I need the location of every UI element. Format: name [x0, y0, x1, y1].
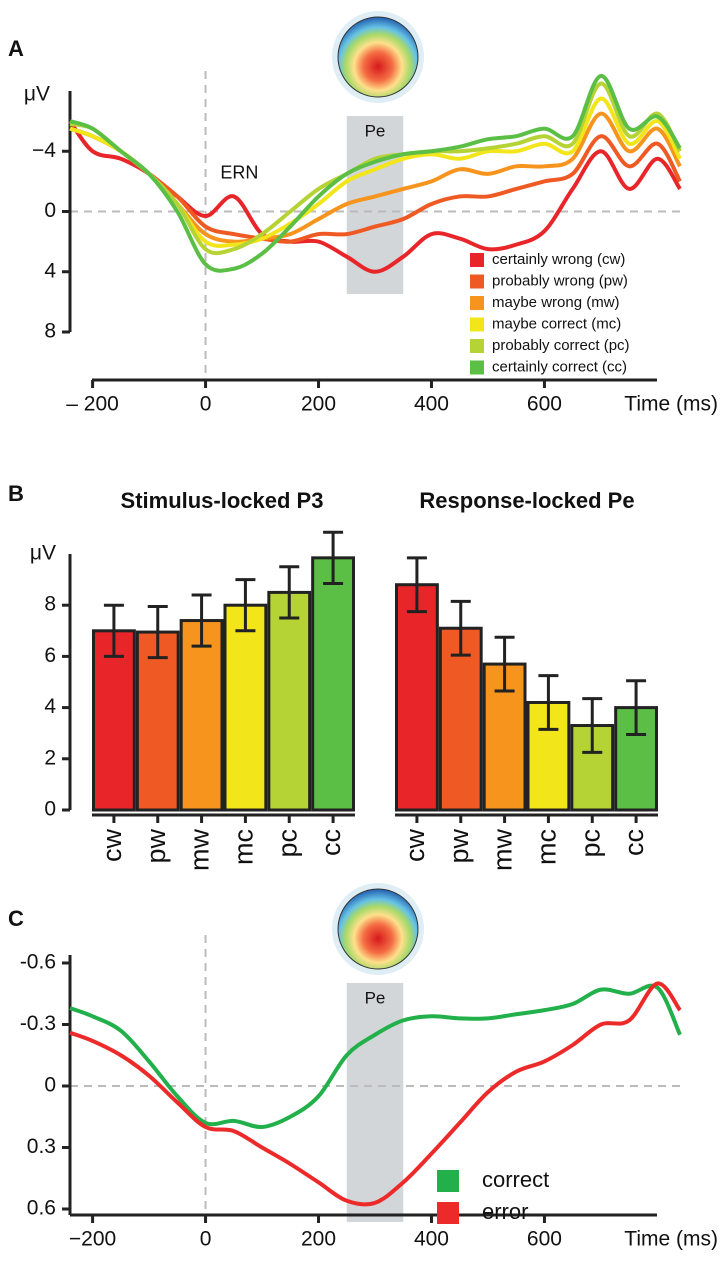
bar [92, 629, 136, 812]
error-bar [538, 674, 559, 731]
y-tick-label: 0 [44, 798, 56, 821]
y-tick-label: 6 [44, 644, 56, 667]
legend-label: certainly correct (cc) [492, 358, 627, 375]
x-tick-label: 400 [414, 393, 449, 416]
legend-label: maybe correct (mc) [492, 315, 621, 332]
error-bar [582, 697, 603, 754]
error-bar [626, 679, 647, 736]
legend-swatch [437, 1170, 459, 1192]
topomap-a [332, 11, 424, 103]
x-tick-label: pc [575, 829, 605, 858]
x-tick-label: 200 [301, 1228, 336, 1251]
x-tick-label: 0 [200, 393, 212, 416]
series-line [69, 981, 682, 1207]
x-tick-label: mc [229, 829, 259, 865]
y-tick-label: -0.3 [20, 1012, 56, 1035]
y-axis-label: μV [30, 542, 56, 565]
y-tick-label: 0.3 [27, 1135, 56, 1158]
y-tick-label: 0.6 [27, 1197, 56, 1220]
legend-label: maybe wrong (mw) [492, 294, 620, 311]
x-tick-label: 600 [527, 1228, 562, 1251]
legend-swatch [470, 296, 484, 310]
x-tick-label: pw [444, 828, 474, 863]
topomap-c [332, 883, 424, 975]
error-bar [494, 635, 515, 693]
series-line [69, 81, 682, 256]
error-bar [191, 593, 212, 648]
x-tick-label: 600 [527, 393, 562, 416]
x-tick-label: cw [400, 829, 430, 863]
error-bar [103, 603, 124, 658]
x-axis-label: Time (ms) [624, 393, 718, 416]
legend-swatch [470, 317, 484, 332]
x-axis-label: Time (ms) [624, 1228, 718, 1251]
bar [482, 662, 527, 812]
bar [179, 619, 224, 812]
series-line [69, 983, 682, 1130]
shade-label: Pe [365, 121, 386, 140]
x-tick-label: mw [185, 829, 215, 871]
error-bar [235, 578, 256, 633]
x-tick-label: mc [532, 829, 562, 865]
shade-label: Pe [365, 988, 386, 1007]
bar [311, 556, 355, 812]
y-tick-label: 4 [44, 259, 56, 282]
error-bar [406, 556, 427, 614]
x-tick-label: 400 [414, 1228, 449, 1251]
x-tick-label: cc [619, 829, 649, 856]
error-bar [147, 604, 168, 660]
legend-label: error [482, 1199, 528, 1224]
chart-title: Response-locked Pe [419, 488, 634, 513]
legend-label: correct [482, 1167, 549, 1192]
bar [570, 724, 615, 812]
panel-letter: B [8, 481, 24, 506]
x-tick-label: cc [316, 829, 346, 856]
y-tick-label: 2 [44, 746, 56, 769]
legend-swatch [437, 1202, 459, 1224]
shaded-window [346, 116, 404, 294]
x-tick-label: pw [141, 828, 171, 863]
series-line [69, 126, 682, 244]
error-bar [279, 565, 300, 620]
bar [223, 603, 268, 812]
error-bar [450, 599, 471, 657]
y-tick-label: 4 [44, 695, 56, 718]
legend-label: probably correct (pc) [492, 337, 630, 354]
bar [267, 590, 312, 812]
x-tick-label: cw [97, 829, 127, 863]
panel-letter: A [8, 36, 24, 61]
x-tick-label: mw [488, 829, 518, 871]
annotation: ERN [220, 163, 258, 183]
y-tick-label: 0 [44, 1074, 56, 1097]
legend-label: probably wrong (pw) [492, 272, 628, 289]
y-axis-label: μV [24, 83, 50, 106]
series-line [69, 73, 682, 273]
bar [395, 583, 439, 812]
panel-letter: C [8, 906, 24, 931]
y-tick-label: 0 [44, 199, 56, 222]
x-tick-label: 0 [200, 1228, 212, 1251]
x-tick-label: −200 [69, 1228, 116, 1251]
y-tick-label: 8 [44, 593, 56, 616]
y-tick-label: −4 [32, 139, 56, 162]
legend-swatch [470, 253, 484, 267]
x-tick-label: pc [272, 829, 302, 858]
legend-swatch [470, 339, 484, 353]
x-tick-label: – 200 [66, 393, 119, 416]
legend-label: certainly wrong (cw) [492, 251, 625, 268]
chart-title: Stimulus-locked P3 [121, 488, 324, 513]
shaded-window [346, 983, 404, 1222]
y-tick-label: -0.6 [20, 951, 56, 974]
error-bar [323, 530, 344, 585]
x-tick-label: 200 [301, 393, 336, 416]
legend-swatch [470, 274, 484, 289]
y-tick-label: 8 [44, 320, 56, 343]
legend-swatch [470, 360, 484, 375]
